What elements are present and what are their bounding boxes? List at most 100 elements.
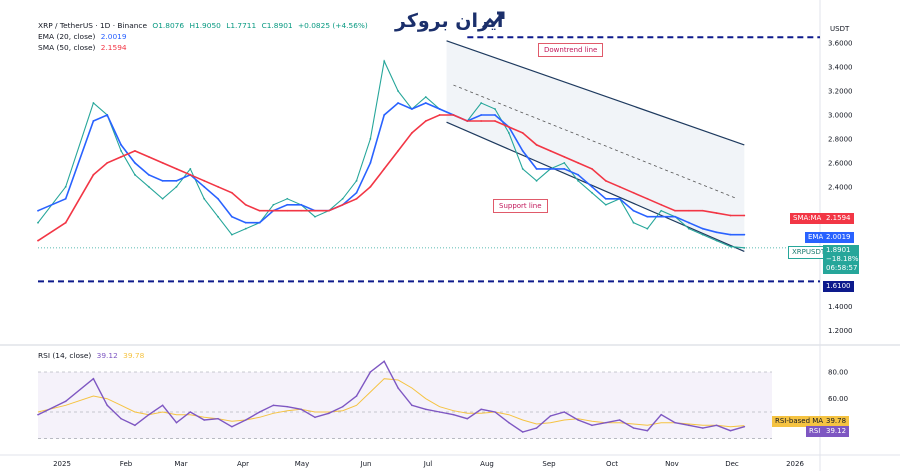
y-tick-label: 2.8000 [828, 135, 853, 143]
ohlc-high: H1.9050 [189, 21, 221, 30]
point-sma [452, 114, 455, 116]
point-xrpusdt [175, 185, 178, 188]
point-xrpusdt [147, 185, 150, 188]
point-ema [729, 233, 732, 236]
rsi-point [64, 400, 67, 403]
point-sma [134, 149, 136, 152]
x-tick-label: Sep [542, 460, 556, 468]
point-sma [618, 185, 621, 188]
point-xrpusdt [92, 102, 95, 104]
point-xrpusdt [272, 203, 275, 206]
downtrend-annotation[interactable]: Downtrend line [538, 43, 604, 57]
point-ema [715, 231, 718, 234]
rsi-point [147, 413, 150, 416]
rsi-point [521, 431, 524, 433]
symbol-title[interactable]: XRP / TetherUS · 1D · Binance [38, 21, 148, 30]
point-ema [217, 197, 219, 200]
point-sma [549, 149, 552, 152]
point-sma [355, 197, 358, 200]
point-sma [272, 209, 275, 212]
point-sma [646, 197, 649, 200]
rsi-point [701, 427, 704, 429]
point-sma [161, 161, 164, 164]
point-sma [424, 120, 427, 122]
point-ema [203, 185, 206, 188]
point-xrpusdt [507, 132, 510, 134]
sma-legend-value: 2.1594 [100, 43, 127, 52]
rsi-point [688, 424, 690, 427]
point-xrpusdt [646, 227, 649, 230]
price-axis-symbol: XRPUSDT [788, 246, 830, 259]
point-ema [688, 221, 690, 224]
point-xrpusdt [397, 90, 399, 92]
sma-legend[interactable]: SMA (50, close) 2.1594 [38, 42, 130, 53]
rsi-axis-value: 39.12 [823, 426, 850, 437]
point-sma [244, 203, 247, 206]
rsi-point [134, 424, 136, 427]
x-tick-label: May [295, 460, 309, 468]
point-sma [591, 167, 593, 170]
point-sma [106, 161, 109, 164]
rsi-point [411, 404, 413, 407]
x-tick-label: Jun [360, 460, 372, 468]
point-ema [743, 233, 746, 236]
price-axis-change: −18.18% [826, 255, 859, 263]
point-sma [494, 120, 496, 122]
x-tick-label: Mar [174, 460, 187, 468]
rsi-point [300, 408, 302, 411]
point-sma [466, 120, 469, 122]
x-tick-label: Feb [120, 460, 133, 468]
point-xrpusdt [355, 179, 358, 182]
point-ema [244, 221, 247, 224]
chart-header: XRP / TetherUS · 1D · Binance O1.8076 H1… [38, 20, 371, 31]
rsi-point [632, 427, 635, 429]
ohlc-close: C1.8901 [261, 21, 293, 30]
point-sma [701, 209, 704, 212]
rsi-point [660, 413, 663, 416]
rsi-point [37, 413, 39, 416]
sma-axis-value: 2.1594 [823, 213, 854, 224]
ema-legend[interactable]: EMA (20, close) 2.0019 [38, 31, 130, 42]
point-sma [480, 120, 483, 122]
rsi-point [466, 417, 469, 420]
point-sma [203, 179, 206, 182]
point-ema [300, 203, 303, 206]
point-ema [646, 215, 649, 218]
support-line [446, 121, 745, 252]
y-tick-label: 3.0000 [828, 111, 853, 119]
point-ema [701, 227, 704, 230]
point-sma [64, 221, 67, 224]
point-sma [120, 155, 122, 158]
ohlc-change: +0.0825 (+4.56%) [297, 21, 368, 30]
channel-fill [446, 40, 745, 252]
point-xrpusdt [341, 197, 344, 200]
point-ema [369, 161, 372, 164]
point-sma [438, 114, 441, 116]
y-tick-label: 2.4000 [828, 183, 853, 191]
rsi-point [715, 424, 718, 427]
sma-axis-label: SMA:MA [790, 213, 825, 224]
point-sma [258, 209, 261, 212]
rsi-point [646, 429, 649, 432]
point-xrpusdt [369, 138, 372, 140]
rsi-point [397, 387, 399, 389]
point-sma [175, 167, 178, 170]
rsi-point [383, 360, 386, 363]
point-ema [383, 114, 386, 116]
point-sma [341, 203, 344, 206]
point-xrpusdt [230, 233, 233, 236]
point-sma [411, 132, 413, 134]
point-ema [549, 167, 552, 170]
rsi-legend[interactable]: RSI (14, close) 39.12 39.78 [38, 350, 147, 361]
support-annotation[interactable]: Support line [493, 199, 548, 213]
ema-axis-label: EMA [805, 232, 827, 243]
point-sma [230, 191, 233, 194]
point-ema [604, 197, 607, 200]
y-tick-label: 1.2000 [828, 327, 853, 335]
rsi-point [452, 413, 455, 416]
rsi-point [369, 371, 372, 373]
point-ema [618, 197, 621, 200]
point-xrpusdt [494, 108, 496, 110]
point-ema [161, 179, 164, 182]
